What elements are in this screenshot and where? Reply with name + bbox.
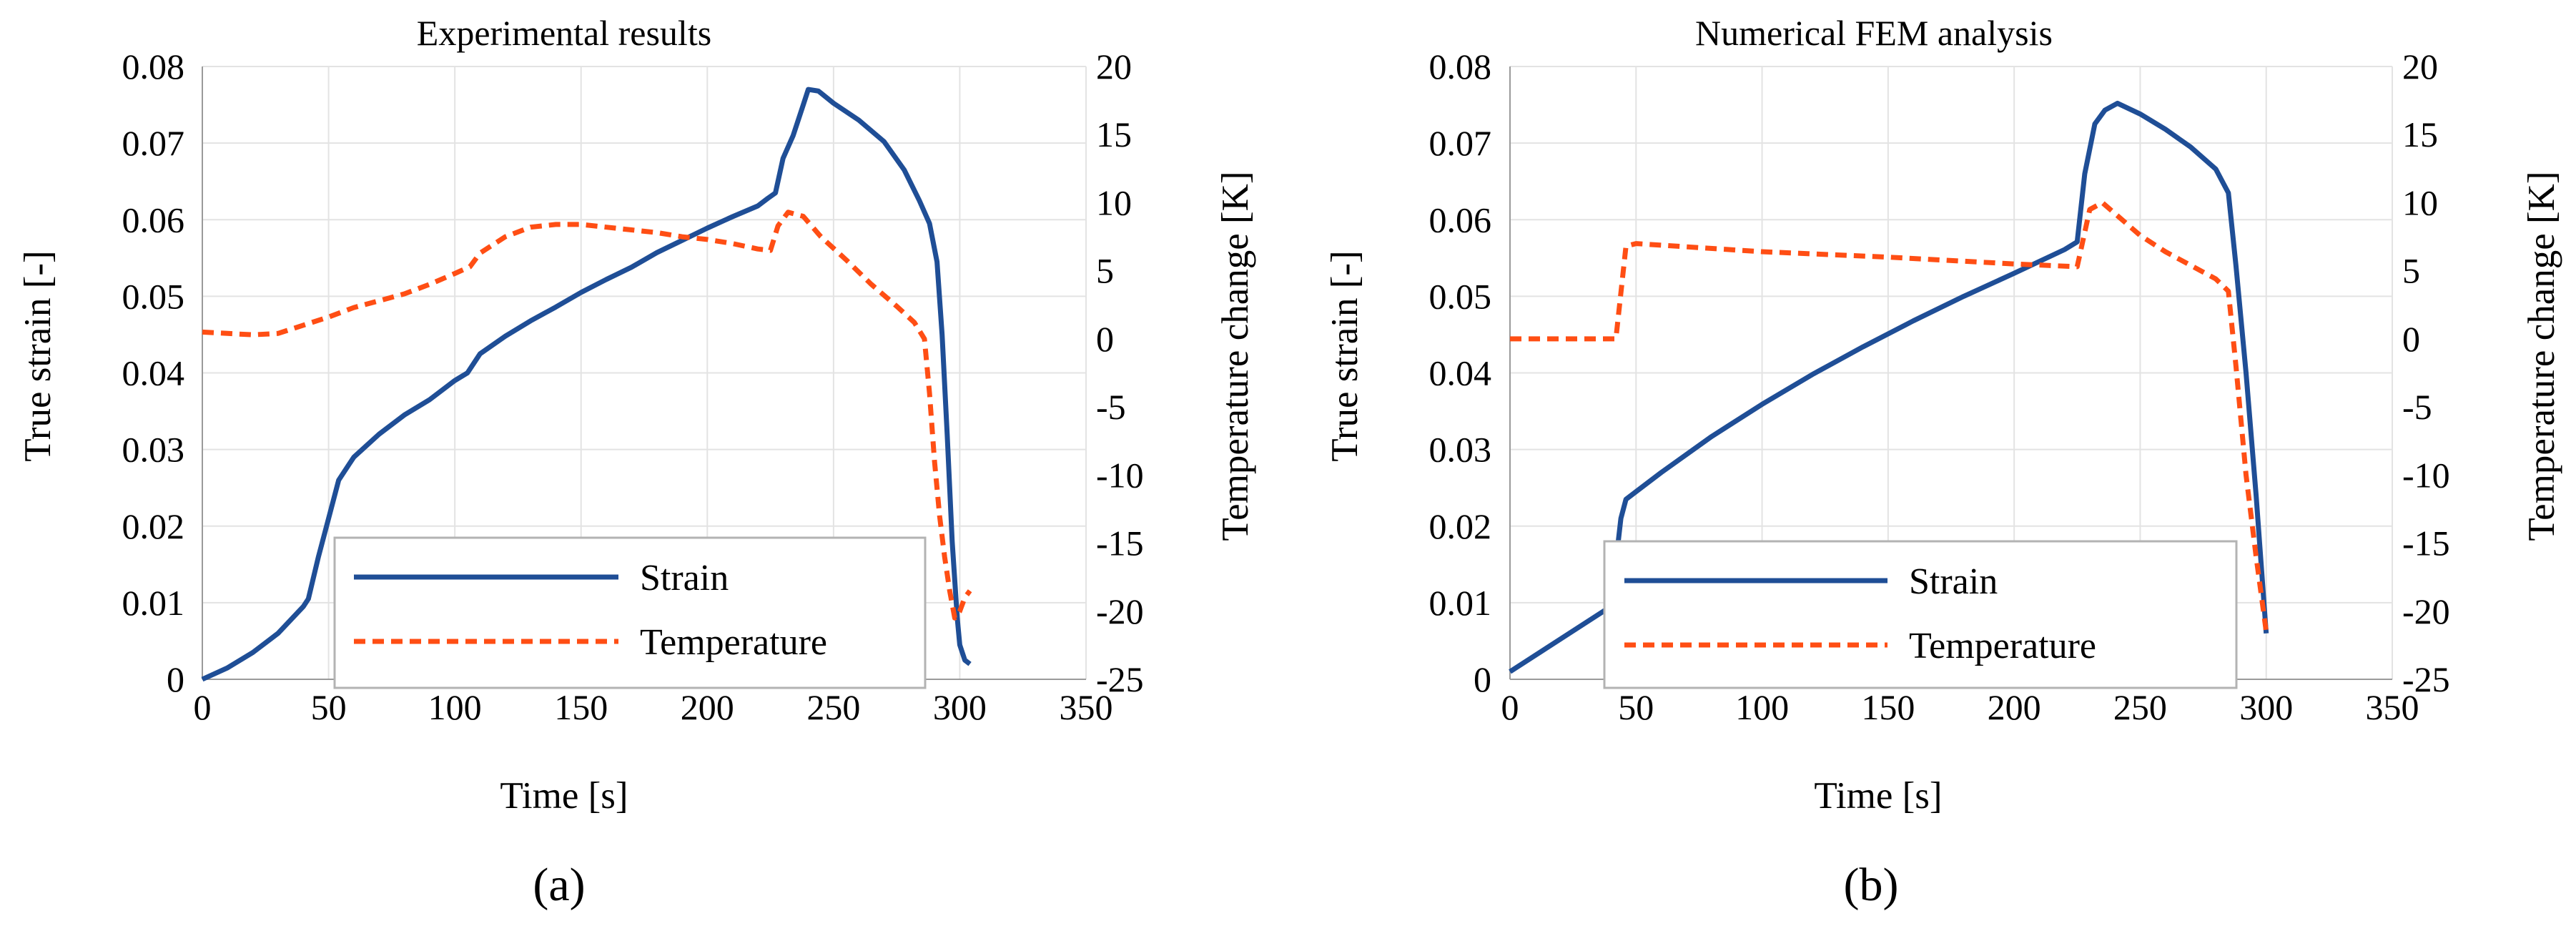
- x-tick-label: 0: [194, 687, 212, 727]
- y2-tick-label: 10: [2402, 182, 2438, 222]
- strain-series-line: [1509, 100, 2269, 674]
- y2-tick-label: -5: [2402, 387, 2432, 427]
- legend-strain-label: Strain: [1909, 561, 1998, 602]
- temperature-series-line: [1510, 200, 2269, 632]
- x-tick-labels: 0 50 100 150 200 250 300 350: [1501, 687, 2419, 727]
- chart-title: Experimental results: [417, 13, 711, 53]
- y-axis-title: True strain [-]: [1324, 250, 1366, 461]
- y2-tick-label: 10: [1096, 182, 1132, 222]
- y2-tick-label: 20: [1096, 46, 1132, 87]
- y-tick-label: 0.02: [122, 506, 185, 546]
- strain-series-line: [201, 87, 972, 682]
- y-tick-label: 0: [1474, 659, 1491, 699]
- chart-panel-a: 0 0.01 0.02 0.03 0.04 0.05 0.06 0.07 0.08 -25 -20…: [17, 13, 1256, 911]
- x-tick-label: 100: [1735, 687, 1789, 727]
- y-tick-label: 0.05: [1429, 276, 1492, 316]
- temperature-series-line: [202, 210, 972, 621]
- y2-tick-label: -25: [1096, 659, 1144, 699]
- x-tick-label: 150: [1861, 687, 1915, 727]
- y-tick-label: 0: [167, 659, 184, 699]
- y2-tick-label: -20: [2402, 591, 2450, 631]
- y-tick-label: 0.03: [1429, 430, 1492, 470]
- right-y-tick-labels: -25 -20 -15 -10 -5 0 5 10 15 20: [1096, 46, 1144, 699]
- y2-axis-title: Temperature change [K]: [1215, 171, 1256, 541]
- legend-strain-label: Strain: [640, 558, 729, 598]
- y2-tick-label: 0: [2402, 319, 2420, 359]
- series-lines: [1509, 100, 2269, 674]
- x-tick-label: 200: [1988, 687, 2041, 727]
- legend-temperature-label: Temperature: [640, 622, 827, 663]
- chart-panel-b: 0 0.01 0.02 0.03 0.04 0.05 0.06 0.07 0.08 -25 -20…: [1324, 13, 2562, 911]
- y-tick-label: 0.01: [122, 583, 185, 623]
- panel-caption: (a): [533, 859, 585, 911]
- x-axis-title: Time [s]: [500, 775, 628, 817]
- y2-tick-label: -20: [1096, 591, 1144, 631]
- x-tick-label: 300: [2239, 687, 2293, 727]
- legend-box: [1603, 540, 2238, 689]
- y2-tick-label: -5: [1096, 387, 1126, 427]
- y2-tick-label: 5: [1096, 251, 1114, 291]
- x-tick-label: 150: [554, 687, 608, 727]
- x-tick-label: 200: [681, 687, 734, 727]
- legend: Strain Temperature: [1603, 540, 2238, 689]
- legend: Strain Temperature: [333, 536, 927, 689]
- y-tick-label: 0.06: [1429, 200, 1492, 240]
- y-tick-label: 0.07: [122, 123, 185, 163]
- x-tick-label: 100: [428, 687, 482, 727]
- x-tick-labels: 0 50 100 150 200 250 300 350: [194, 687, 1113, 727]
- y2-tick-label: -15: [2402, 523, 2450, 563]
- y-tick-label: 0.07: [1429, 123, 1492, 163]
- legend-box: [333, 536, 927, 689]
- y-tick-label: 0.01: [1429, 583, 1492, 623]
- x-tick-label: 0: [1501, 687, 1519, 727]
- y-tick-label: 0.05: [122, 276, 185, 316]
- y2-tick-label: 15: [1096, 114, 1132, 154]
- y2-tick-label: -10: [2402, 455, 2450, 495]
- y2-tick-label: 20: [2402, 46, 2438, 87]
- x-tick-label: 250: [2113, 687, 2167, 727]
- x-tick-label: 350: [2366, 687, 2419, 727]
- x-tick-label: 50: [311, 687, 347, 727]
- y2-tick-label: -10: [1096, 455, 1144, 495]
- y-tick-label: 0.04: [1429, 353, 1492, 393]
- panel-caption: (b): [1844, 859, 1899, 911]
- x-tick-label: 350: [1060, 687, 1113, 727]
- y-tick-label: 0.08: [1429, 46, 1492, 87]
- chart-title: Numerical FEM analysis: [1695, 13, 2053, 53]
- y2-tick-label: 5: [2402, 251, 2420, 291]
- right-y-tick-labels: -25 -20 -15 -10 -5 0 5 10 15 20: [2402, 46, 2450, 699]
- y-tick-label: 0.08: [122, 46, 185, 87]
- left-y-tick-labels: 0 0.01 0.02 0.03 0.04 0.05 0.06 0.07 0.08: [122, 46, 185, 699]
- y-tick-label: 0.02: [1429, 506, 1492, 546]
- y2-tick-label: -15: [1096, 523, 1144, 563]
- x-axis-title: Time [s]: [1814, 775, 1942, 817]
- y2-tick-label: 15: [2402, 114, 2438, 154]
- series-lines: [201, 87, 972, 682]
- y-tick-label: 0.04: [122, 353, 185, 393]
- y2-tick-label: 0: [1096, 319, 1114, 359]
- y2-axis-title: Temperature change [K]: [2521, 171, 2562, 541]
- y2-tick-label: -25: [2402, 659, 2450, 699]
- y-tick-label: 0.06: [122, 200, 185, 240]
- x-tick-label: 50: [1618, 687, 1654, 727]
- y-axis-title: True strain [-]: [17, 250, 59, 461]
- legend-temperature-label: Temperature: [1909, 626, 2096, 666]
- y-tick-label: 0.03: [122, 430, 185, 470]
- x-tick-label: 300: [933, 687, 987, 727]
- x-tick-label: 250: [806, 687, 860, 727]
- left-y-tick-labels: 0 0.01 0.02 0.03 0.04 0.05 0.06 0.07 0.08: [1429, 46, 1492, 699]
